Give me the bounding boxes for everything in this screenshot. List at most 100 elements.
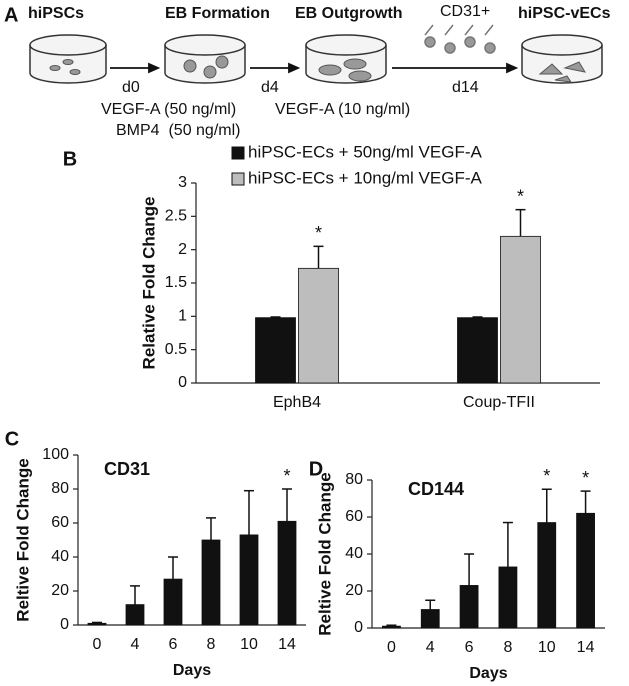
dish-rim bbox=[521, 34, 603, 56]
y-tick-label: 3 bbox=[178, 174, 187, 191]
arrowhead bbox=[148, 62, 161, 74]
y-tick-label: 40 bbox=[345, 545, 363, 562]
legend-label: hiPSC-ECs + 10ng/ml VEGF-A bbox=[248, 168, 482, 187]
y-tick-label: 0.5 bbox=[165, 341, 187, 358]
bar bbox=[382, 625, 401, 629]
x-tick-label: 8 bbox=[503, 639, 512, 656]
condition-label: BMP4 (50 ng/ml) bbox=[116, 122, 240, 139]
outgrowth bbox=[348, 70, 372, 82]
x-tick-label: EphB4 bbox=[273, 394, 321, 411]
dishes bbox=[29, 34, 603, 84]
y-tick-label: 40 bbox=[51, 548, 69, 565]
y-tick-label: 2 bbox=[178, 241, 187, 258]
stage-label: hiPSCs bbox=[28, 5, 84, 22]
y-axis-label: Reltive Fold Change bbox=[13, 458, 32, 621]
chart-title: CD31 bbox=[104, 459, 150, 479]
x-tick-label: 6 bbox=[169, 636, 178, 653]
outgrowth bbox=[343, 58, 367, 70]
bead bbox=[424, 36, 436, 48]
x-tick-label: 6 bbox=[465, 639, 474, 656]
significance-marker: * bbox=[283, 466, 290, 486]
bar bbox=[298, 267, 339, 384]
y-tick-label: 60 bbox=[51, 514, 69, 531]
y-axis-label: Reltive Fold Change bbox=[315, 472, 334, 635]
x-tick-label: 10 bbox=[538, 639, 556, 656]
stage-label: hiPSC-vECs bbox=[518, 5, 611, 22]
y-tick-label: 100 bbox=[42, 446, 69, 463]
eb bbox=[215, 55, 229, 69]
y-tick-label: 0 bbox=[354, 619, 363, 636]
significance-marker: * bbox=[582, 468, 589, 488]
bead bbox=[464, 36, 476, 48]
panel-label: D bbox=[309, 458, 323, 480]
y-tick-label: 1 bbox=[178, 308, 187, 325]
bar bbox=[457, 317, 498, 384]
outgrowth bbox=[318, 64, 342, 76]
significance-marker: * bbox=[315, 223, 322, 243]
condition-label: VEGF-A (50 ng/ml) bbox=[101, 101, 236, 118]
x-tick-label: 10 bbox=[240, 636, 258, 653]
x-tick-label: 4 bbox=[131, 636, 140, 653]
legend-label: hiPSC-ECs + 50ng/ml VEGF-A bbox=[248, 142, 482, 161]
stage-label: EB Outgrowth bbox=[295, 5, 403, 22]
legend-swatch bbox=[231, 146, 245, 160]
panel-label: C bbox=[5, 428, 19, 450]
panel-label: A bbox=[4, 4, 18, 26]
bar bbox=[255, 317, 296, 384]
bead bbox=[484, 42, 496, 54]
antibodies bbox=[424, 24, 494, 36]
y-tick-label: 20 bbox=[345, 582, 363, 599]
y-tick-label: 1.5 bbox=[165, 274, 187, 291]
cell bbox=[69, 69, 81, 75]
bar bbox=[125, 604, 145, 626]
x-tick-label: Coup-TFII bbox=[463, 394, 535, 411]
y-tick-label: 80 bbox=[345, 471, 363, 488]
y-tick-label: 2.5 bbox=[165, 208, 187, 225]
cell bbox=[49, 65, 61, 71]
bar bbox=[239, 534, 259, 626]
bar bbox=[498, 566, 518, 629]
eb bbox=[183, 59, 197, 73]
y-axis-label: Relative Fold Change bbox=[139, 197, 158, 370]
arrowhead bbox=[288, 62, 301, 74]
bar bbox=[420, 609, 440, 629]
schematic: A hiPSCs EB Formation EB Outgrowth hiPSC… bbox=[4, 3, 611, 139]
arrowhead bbox=[506, 62, 519, 74]
bar bbox=[277, 520, 297, 626]
x-axis-label: Days bbox=[469, 665, 507, 682]
bar bbox=[500, 235, 541, 384]
eb bbox=[203, 65, 217, 79]
legend-swatch bbox=[231, 172, 245, 186]
cells bbox=[49, 55, 587, 83]
x-tick-label: 4 bbox=[426, 639, 435, 656]
bar bbox=[163, 578, 183, 626]
y-tick-label: 0 bbox=[60, 616, 69, 633]
arrows bbox=[110, 62, 519, 74]
bead bbox=[444, 42, 456, 54]
y-tick-label: 60 bbox=[345, 508, 363, 525]
stage-label: EB Formation bbox=[165, 5, 270, 22]
chart-title: CD144 bbox=[408, 479, 464, 499]
panel-label: B bbox=[63, 148, 77, 170]
day-label: d4 bbox=[261, 79, 279, 96]
x-tick-label: 0 bbox=[387, 639, 396, 656]
dish bbox=[164, 45, 246, 84]
bar bbox=[87, 622, 107, 626]
endothelial-cells bbox=[538, 61, 587, 83]
marker-label: CD31+ bbox=[440, 3, 490, 20]
condition-label: VEGF-A (10 ng/ml) bbox=[275, 101, 410, 118]
y-tick-label: 20 bbox=[51, 582, 69, 599]
y-tick-label: 0 bbox=[178, 374, 187, 391]
bar bbox=[537, 522, 557, 629]
x-axis-label: Days bbox=[173, 662, 211, 679]
x-tick-label: 8 bbox=[207, 636, 216, 653]
dish-rim bbox=[29, 34, 107, 56]
beads bbox=[424, 24, 496, 54]
bar bbox=[201, 539, 221, 626]
cell bbox=[62, 59, 74, 65]
bar bbox=[459, 585, 479, 629]
x-tick-label: 0 bbox=[93, 636, 102, 653]
y-tick-label: 80 bbox=[51, 480, 69, 497]
